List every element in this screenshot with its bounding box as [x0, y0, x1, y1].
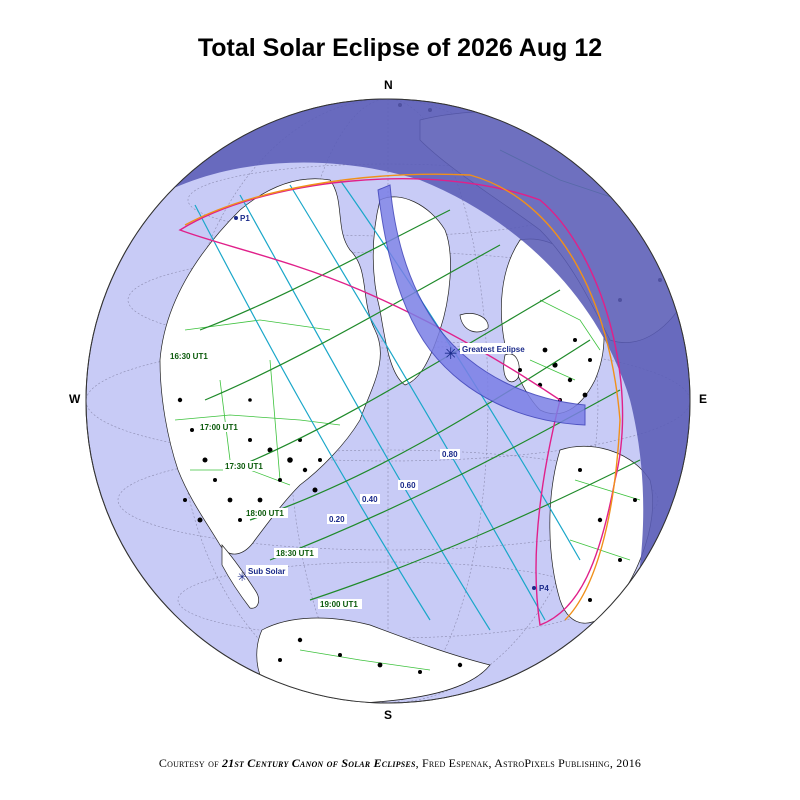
time-label-1630: 16:30 UT1 — [170, 352, 208, 361]
time-label-1830: 18:30 UT1 — [276, 549, 314, 558]
greatest-eclipse-star-icon: ✳ — [444, 344, 457, 363]
p4-point — [532, 586, 536, 590]
time-label-1700: 17:00 UT1 — [200, 423, 238, 432]
greatest-eclipse-label: Greatest Eclipse — [462, 345, 525, 354]
magnitude-lines — [194, 179, 581, 631]
map-title: Total Solar Eclipse of 2026 Aug 12 — [197, 34, 603, 62]
south-label: S — [384, 708, 393, 722]
time-label-1730: 17:30 UT1 — [225, 462, 263, 471]
time-label-1900: 19:00 UT1 — [320, 600, 358, 609]
totality-path — [377, 184, 586, 426]
credit-suffix: , Fred Espenak, AstroPixels Publishing, … — [415, 756, 642, 770]
north-label: N — [384, 78, 393, 92]
p1-label: P1 — [240, 214, 250, 223]
sub-solar-label: Sub Solar — [248, 567, 285, 576]
magnitude-label-040: 0.40 — [362, 495, 378, 504]
west-label: W — [69, 392, 81, 406]
magnitude-label-020: 0.20 — [329, 515, 345, 524]
east-label: E — [699, 392, 708, 406]
p4-label: P4 — [539, 584, 549, 593]
sub-solar-star-icon: ✳ — [237, 570, 247, 584]
rise-set-curve — [184, 173, 621, 621]
credit-prefix: Courtesy of — [158, 756, 222, 770]
credit-line: Courtesy of 21st Century Canon of Solar … — [0, 756, 800, 771]
penumbra-limit — [178, 178, 624, 626]
time-label-1800: 18:00 UT1 — [246, 509, 284, 518]
p1-point — [234, 216, 238, 220]
credit-book-title: 21st Century Canon of Solar Eclipses — [221, 756, 416, 770]
magnitude-label-080: 0.80 — [442, 450, 458, 459]
magnitude-label-060: 0.60 — [400, 481, 416, 490]
